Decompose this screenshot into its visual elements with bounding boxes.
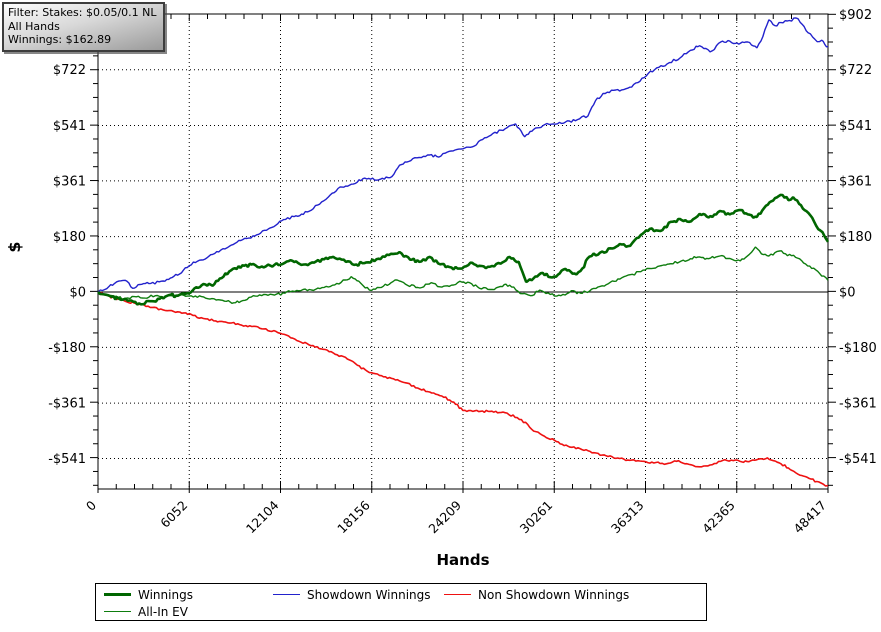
legend-item-non-showdown-winnings: Non Showdown Winnings — [444, 587, 629, 602]
x-tick-label: 42365 — [699, 498, 738, 537]
legend-item-all-in-ev: All-In EV — [104, 604, 188, 619]
all-in-ev-line-swatch — [104, 611, 131, 612]
y-axis-title: $ — [5, 241, 24, 253]
graph-canvas[interactable]: 0 6052 12104 18156 24209 30261 36313 42365 48417… — [0, 0, 881, 575]
y-tick-label-left: $0 — [69, 285, 86, 300]
legend-label: Winnings — [138, 587, 193, 602]
y-tick-label-left: $722 — [53, 63, 86, 78]
showdown-line-swatch — [273, 594, 300, 595]
y-tick-label-right: $902 — [839, 8, 872, 23]
series-line-showdown-winnings[interactable] — [97, 17, 829, 293]
y-tick-label-right: -$180 — [839, 341, 877, 356]
y-tick-label-right: $0 — [839, 285, 856, 300]
y-tick-label-left: -$541 — [48, 452, 86, 467]
legend-item-showdown-winnings: Showdown Winnings — [273, 587, 431, 602]
y-tick-label-left: $361 — [53, 174, 86, 189]
y-tick-label-right: $541 — [839, 119, 872, 134]
series-line-winnings[interactable] — [97, 193, 830, 306]
tooltip-winnings-line: Winnings: $162.89 — [8, 33, 112, 46]
series-line-all-in-ev[interactable] — [97, 246, 829, 304]
filter-info-tooltip: Filter: Stakes: $0.05/0.1 NL All Hands W… — [2, 2, 165, 52]
x-tick-label: 30261 — [517, 498, 556, 537]
non-showdown-line-swatch — [444, 594, 471, 595]
tooltip-hands-line: All Hands — [8, 19, 60, 33]
x-axis-title: Hands — [436, 551, 490, 569]
x-tick-label: 36313 — [608, 498, 647, 537]
y-tick-label-left: $541 — [53, 119, 86, 134]
x-tick-label: 24209 — [425, 497, 464, 536]
x-tick-label: 48417 — [790, 498, 829, 537]
legend-label: Showdown Winnings — [307, 587, 431, 602]
y-tick-label-left: -$180 — [48, 341, 86, 356]
legend-item-winnings: Winnings — [104, 587, 193, 602]
chart-legend: Winnings Showdown Winnings Non Showdown … — [95, 583, 707, 621]
legend-label: All-In EV — [138, 604, 188, 619]
y-tick-label-right: -$541 — [839, 452, 877, 467]
y-tick-label-right: $180 — [839, 230, 872, 245]
x-tick-label: 6052 — [157, 498, 190, 531]
y-tick-label-right: $722 — [839, 63, 872, 78]
x-tick-label: 0 — [83, 497, 99, 513]
legend-label: Non Showdown Winnings — [478, 587, 630, 602]
winnings-line-swatch — [104, 593, 131, 596]
y-tick-label-right: $361 — [839, 174, 872, 189]
y-tick-label-left: -$361 — [48, 397, 86, 412]
plot-frame[interactable] — [97, 13, 829, 490]
series-line-non-showdown-winnings[interactable] — [97, 291, 829, 487]
x-tick-label: 18156 — [334, 497, 373, 536]
y-tick-label-left: $180 — [53, 230, 86, 245]
y-tick-label-right: -$361 — [839, 397, 877, 412]
x-tick-label: 12104 — [243, 497, 282, 536]
tooltip-filter-line: Filter: Stakes: $0.05/0.1 NL — [8, 6, 157, 19]
